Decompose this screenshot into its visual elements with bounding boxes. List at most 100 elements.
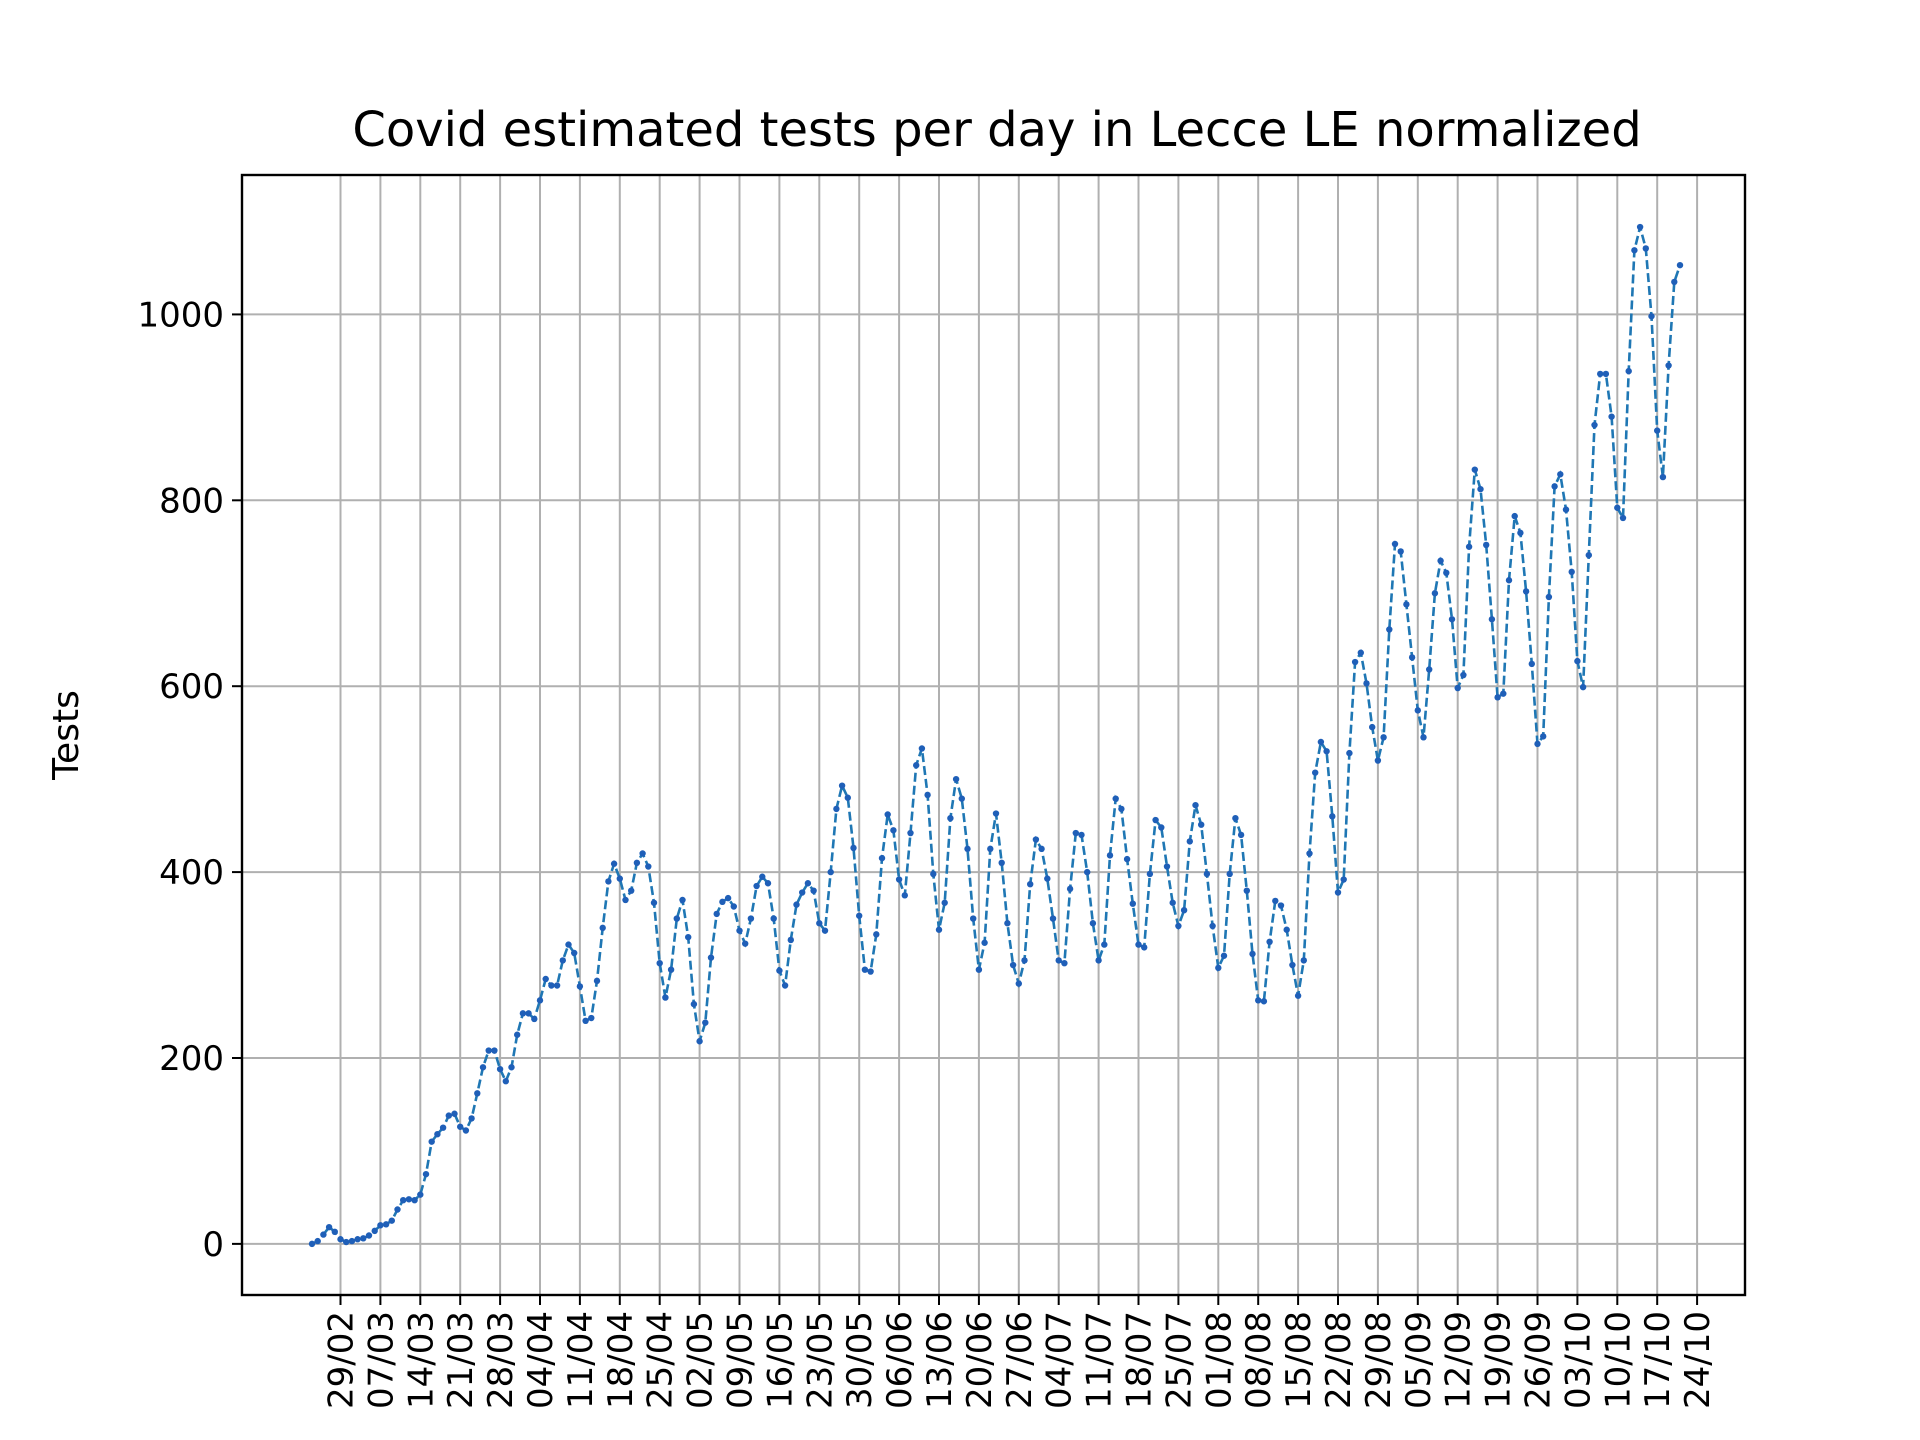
data-point [816, 920, 823, 927]
data-point [1431, 590, 1439, 597]
x-tick-label: 22/08 [1319, 1311, 1359, 1409]
data-point [1084, 868, 1091, 876]
axis-ticks: 0 200 400 600 800 1000 29/02 07/03 14/03 21/03 28/… [137, 295, 1718, 1409]
data-point [685, 933, 692, 941]
data-point [867, 968, 874, 975]
data-point [873, 931, 880, 938]
data-point [1015, 980, 1022, 987]
x-tick-label: 08/08 [1239, 1311, 1279, 1409]
data-point [1004, 920, 1011, 927]
data-point [1249, 950, 1256, 958]
x-tick-label: 14/03 [401, 1311, 441, 1409]
data-point [531, 1015, 538, 1023]
x-tick-label: 11/04 [561, 1311, 601, 1409]
data-point [525, 1010, 532, 1017]
data-point [1391, 540, 1399, 548]
data-point [451, 1110, 458, 1117]
data-point [331, 1228, 338, 1236]
data-point [781, 982, 789, 989]
data-point [1146, 870, 1154, 878]
data-point [975, 966, 983, 973]
data-point [667, 966, 675, 973]
data-point [1540, 733, 1547, 740]
data-point [1426, 666, 1433, 673]
x-tick-label: 18/07 [1120, 1311, 1160, 1409]
x-tick-label: 29/08 [1359, 1311, 1399, 1409]
data-point [1374, 757, 1382, 764]
data-point [1511, 512, 1518, 520]
data-point [1129, 900, 1137, 907]
data-point [736, 927, 743, 934]
x-tick-label: 18/04 [601, 1311, 641, 1409]
data-point [787, 936, 794, 944]
data-point [337, 1236, 344, 1243]
data-point [1180, 907, 1188, 914]
data-point [1032, 836, 1040, 843]
data-point [1266, 938, 1273, 945]
series-line [311, 226, 1682, 1246]
data-point [1072, 829, 1080, 837]
data-point [1027, 880, 1034, 888]
data-point [1277, 902, 1285, 909]
data-point [308, 1240, 316, 1248]
data-point [1460, 671, 1467, 679]
data-point [1243, 887, 1251, 894]
data-point [1477, 485, 1484, 493]
data-point [1676, 261, 1684, 269]
data-point [793, 901, 800, 908]
y-tick-label: 0 [202, 1225, 224, 1265]
data-point [1602, 370, 1610, 378]
data-point [1465, 543, 1473, 550]
data-point [810, 887, 817, 894]
x-tick-label: 13/06 [920, 1311, 960, 1409]
data-point [679, 896, 686, 904]
data-point [536, 997, 544, 1004]
data-point [1654, 427, 1661, 434]
data-point [1562, 506, 1570, 513]
data-point [895, 876, 903, 883]
data-point [724, 894, 732, 902]
data-point [1420, 734, 1427, 741]
x-tick-label: 23/05 [800, 1311, 840, 1409]
data-point [1545, 593, 1553, 601]
data-point [1591, 421, 1598, 429]
data-point [519, 1010, 527, 1017]
data-point [1579, 683, 1587, 691]
data-point [462, 1127, 470, 1134]
chart-title: Covid estimated tests per day in Lecce L… [352, 102, 1641, 158]
data-point [605, 878, 612, 885]
data-point [1203, 870, 1211, 878]
data-point [553, 982, 561, 989]
data-point [1089, 920, 1097, 927]
data-point [1323, 748, 1330, 755]
data-point [1619, 514, 1627, 522]
data-point [1454, 684, 1461, 692]
data-point [1557, 471, 1564, 478]
data-point [924, 791, 931, 799]
data-point [1163, 863, 1171, 870]
data-point [1215, 964, 1222, 972]
data-point [576, 983, 584, 990]
data-point [998, 859, 1005, 866]
data-point [559, 957, 566, 964]
data-point [776, 967, 783, 974]
data-point [662, 994, 669, 1001]
x-tick-label: 24/10 [1678, 1311, 1718, 1409]
data-point [571, 949, 578, 957]
x-tick-label: 11/07 [1080, 1311, 1120, 1409]
data-point [588, 1014, 595, 1022]
data-point [1329, 813, 1336, 820]
x-tick-label: 27/06 [1000, 1311, 1040, 1409]
data-point [1369, 723, 1376, 731]
data-point [400, 1197, 407, 1204]
data-point [1642, 245, 1650, 252]
data-point [1351, 658, 1359, 666]
x-tick-label: 25/07 [1159, 1311, 1199, 1409]
x-tick-label: 25/04 [641, 1311, 681, 1409]
data-point [354, 1236, 361, 1243]
x-tick-label: 15/08 [1279, 1311, 1319, 1409]
data-point [593, 977, 601, 985]
data-point [1061, 959, 1068, 967]
data-point [1505, 577, 1513, 584]
data-point [411, 1197, 418, 1204]
